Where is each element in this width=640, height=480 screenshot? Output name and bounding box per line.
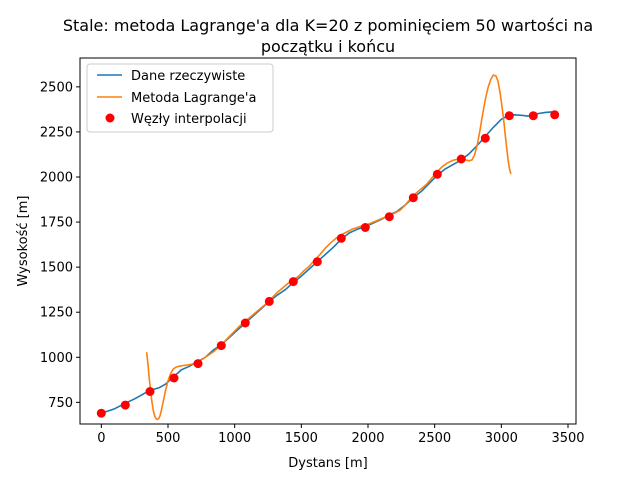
y-tick-label: 2500 bbox=[40, 80, 73, 95]
x-tick-label: 1000 bbox=[218, 431, 251, 446]
x-axis-ticks: 0 500 1000 1500 2000 2500 3000 3500 bbox=[97, 424, 585, 446]
y-tick-label: 1500 bbox=[40, 261, 73, 276]
interpolation-node bbox=[288, 277, 298, 287]
series-layer bbox=[96, 74, 560, 421]
interpolation-node bbox=[312, 257, 322, 267]
legend-swatch-nodes bbox=[105, 113, 115, 123]
legend-label-real: Dane rzeczywiste bbox=[131, 69, 245, 84]
interpolation-node bbox=[216, 341, 226, 351]
chart-title-line2: początku i końcu bbox=[261, 37, 395, 56]
x-tick-label: 2500 bbox=[418, 431, 451, 446]
interpolation-node bbox=[432, 169, 442, 179]
interpolation-node bbox=[96, 408, 106, 418]
x-tick-label: 0 bbox=[97, 431, 105, 446]
interpolation-node bbox=[169, 373, 179, 383]
legend-label-lagrange: Metoda Lagrange'a bbox=[131, 91, 256, 106]
y-axis-label: Wysokość [m] bbox=[16, 196, 31, 287]
x-tick-label: 1500 bbox=[285, 431, 318, 446]
x-axis-label: Dystans [m] bbox=[288, 456, 368, 471]
interpolation-node bbox=[504, 111, 514, 121]
interpolation-node bbox=[360, 223, 370, 232]
x-tick-label: 3500 bbox=[551, 431, 584, 446]
y-tick-label: 1000 bbox=[40, 351, 73, 366]
legend-box bbox=[86, 63, 274, 133]
y-tick-label: 1250 bbox=[40, 306, 73, 321]
interpolation-node bbox=[528, 111, 538, 121]
interpolation-node bbox=[384, 212, 394, 222]
y-axis-ticks: 750 1000 1250 1500 1750 2000 2250 2500 bbox=[40, 80, 80, 411]
interpolation-node bbox=[456, 154, 466, 164]
interpolation-node bbox=[240, 318, 250, 328]
interpolation-node bbox=[193, 359, 203, 369]
x-tick-label: 500 bbox=[156, 431, 181, 446]
chart-title-line1: Stale: metoda Lagrange'a dla K=20 z pomi… bbox=[63, 16, 593, 35]
legend: Dane rzeczywiste Metoda Lagrange'a Węzły… bbox=[86, 63, 274, 133]
real-data-line bbox=[100, 110, 556, 415]
interpolation-node bbox=[408, 193, 418, 203]
interpolation-node bbox=[120, 400, 130, 410]
interpolation-node bbox=[336, 233, 346, 243]
interpolation-node bbox=[550, 110, 560, 120]
lagrange-line bbox=[145, 74, 512, 421]
y-tick-label: 750 bbox=[48, 396, 73, 411]
legend-label-nodes: Węzły interpolacji bbox=[131, 112, 247, 127]
x-tick-label: 3000 bbox=[485, 431, 518, 446]
y-tick-label: 2250 bbox=[40, 125, 73, 140]
y-tick-label: 2000 bbox=[40, 170, 73, 185]
interpolation-node bbox=[145, 387, 155, 396]
x-tick-label: 2000 bbox=[351, 431, 384, 446]
interpolation-node bbox=[264, 296, 274, 306]
plot-border bbox=[79, 57, 577, 425]
y-tick-label: 1750 bbox=[40, 216, 73, 231]
interpolation-node bbox=[480, 133, 490, 143]
